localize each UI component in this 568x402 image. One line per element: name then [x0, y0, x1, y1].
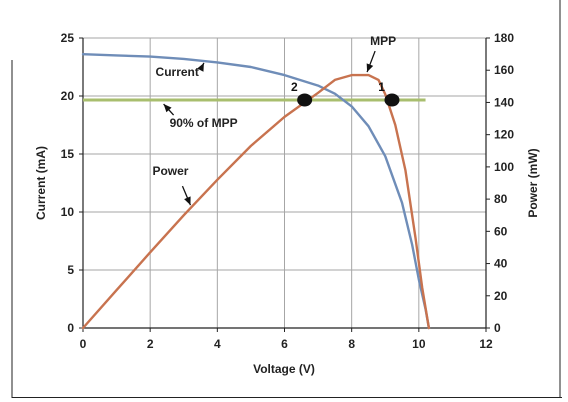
annotation-label: 90% of MPP	[170, 116, 238, 130]
operating-point-label: 2	[291, 80, 298, 94]
annotation-arrow-head	[184, 196, 191, 206]
axes	[79, 37, 490, 332]
operating-point-marker	[384, 93, 400, 107]
y-axis-left-title: Current (mA)	[34, 146, 48, 220]
y-right-tick-label: 100	[494, 160, 514, 174]
x-tick-label: 2	[147, 337, 154, 351]
annotation-label: MPP	[370, 34, 396, 48]
y-right-tick-label: 140	[494, 95, 514, 109]
y-right-tick-label: 180	[494, 31, 514, 45]
y-left-tick-label: 25	[61, 31, 75, 45]
y-right-tick-label: 120	[494, 128, 514, 142]
y-left-tick-label: 15	[61, 147, 75, 161]
annotation-label: Power	[152, 164, 188, 178]
operating-point-marker	[297, 93, 313, 107]
grid-lines	[83, 37, 486, 328]
annotation-label: Current	[156, 65, 199, 79]
x-tick-label: 10	[412, 337, 426, 351]
x-tick-label: 4	[214, 337, 221, 351]
tick-labels: 0 2 4 6 8 10 120510152025020406080100120140160…	[61, 31, 515, 351]
x-tick-label: 12	[479, 337, 493, 351]
annotation-arrow-head	[163, 104, 172, 113]
y-right-tick-label: 40	[494, 257, 508, 271]
y-right-tick-label: 60	[494, 224, 508, 238]
annotation-arrow-head	[197, 62, 204, 72]
annotations: Current Power MPP 90% of MPP	[152, 34, 396, 206]
y-left-tick-label: 0	[67, 321, 74, 335]
y-right-tick-label: 20	[494, 289, 508, 303]
y-right-tick-label: 80	[494, 192, 508, 206]
x-tick-label: 8	[348, 337, 355, 351]
x-axis-title: Voltage (V)	[253, 362, 315, 376]
series-line-current	[81, 53, 431, 330]
y-right-tick-label: 0	[494, 321, 501, 335]
series-lines	[81, 53, 431, 330]
y-right-tick-label: 160	[494, 63, 514, 77]
series-line-power	[81, 73, 431, 330]
x-tick-label: 6	[281, 337, 288, 351]
y-axis-right-title: Power (mW)	[526, 148, 540, 217]
y-left-tick-label: 10	[61, 205, 75, 219]
y-left-tick-label: 5	[67, 263, 74, 277]
x-tick-label: 0	[80, 337, 87, 351]
annotation-arrow-head	[366, 63, 374, 73]
operating-point-label: 1	[378, 80, 385, 94]
y-left-tick-label: 20	[61, 89, 75, 103]
